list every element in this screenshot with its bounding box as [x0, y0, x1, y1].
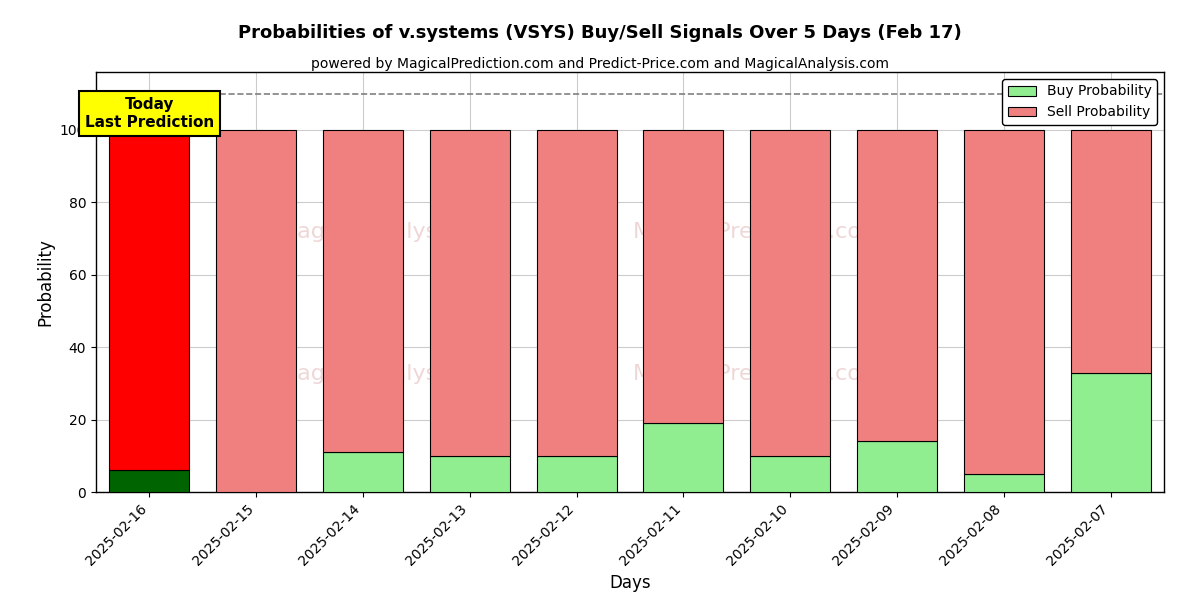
Bar [964, 130, 1044, 474]
Bar [536, 456, 617, 492]
Bar [750, 456, 830, 492]
Bar [323, 130, 403, 452]
Y-axis label: Probability: Probability [36, 238, 54, 326]
Text: MagicalPrediction.com: MagicalPrediction.com [632, 221, 883, 242]
Bar [430, 456, 510, 492]
Text: powered by MagicalPrediction.com and Predict-Price.com and MagicalAnalysis.com: powered by MagicalPrediction.com and Pre… [311, 57, 889, 71]
Text: MagicalAnalysis.com: MagicalAnalysis.com [280, 364, 511, 385]
Text: Today
Last Prediction: Today Last Prediction [85, 97, 214, 130]
Bar [216, 130, 296, 492]
Text: MagicalPrediction.com: MagicalPrediction.com [632, 364, 883, 385]
Bar [430, 130, 510, 456]
Bar [964, 474, 1044, 492]
Text: MagicalAnalysis.com: MagicalAnalysis.com [280, 221, 511, 242]
Bar [643, 423, 724, 492]
Bar [1070, 373, 1151, 492]
Bar [109, 470, 190, 492]
Bar [643, 130, 724, 423]
Legend: Buy Probability, Sell Probability: Buy Probability, Sell Probability [1002, 79, 1157, 125]
Bar [109, 130, 190, 470]
Bar [750, 130, 830, 456]
Bar [323, 452, 403, 492]
X-axis label: Days: Days [610, 574, 650, 592]
Bar [857, 130, 937, 442]
Bar [536, 130, 617, 456]
Bar [1070, 130, 1151, 373]
Bar [857, 442, 937, 492]
Text: Probabilities of v.systems (VSYS) Buy/Sell Signals Over 5 Days (Feb 17): Probabilities of v.systems (VSYS) Buy/Se… [238, 24, 962, 42]
